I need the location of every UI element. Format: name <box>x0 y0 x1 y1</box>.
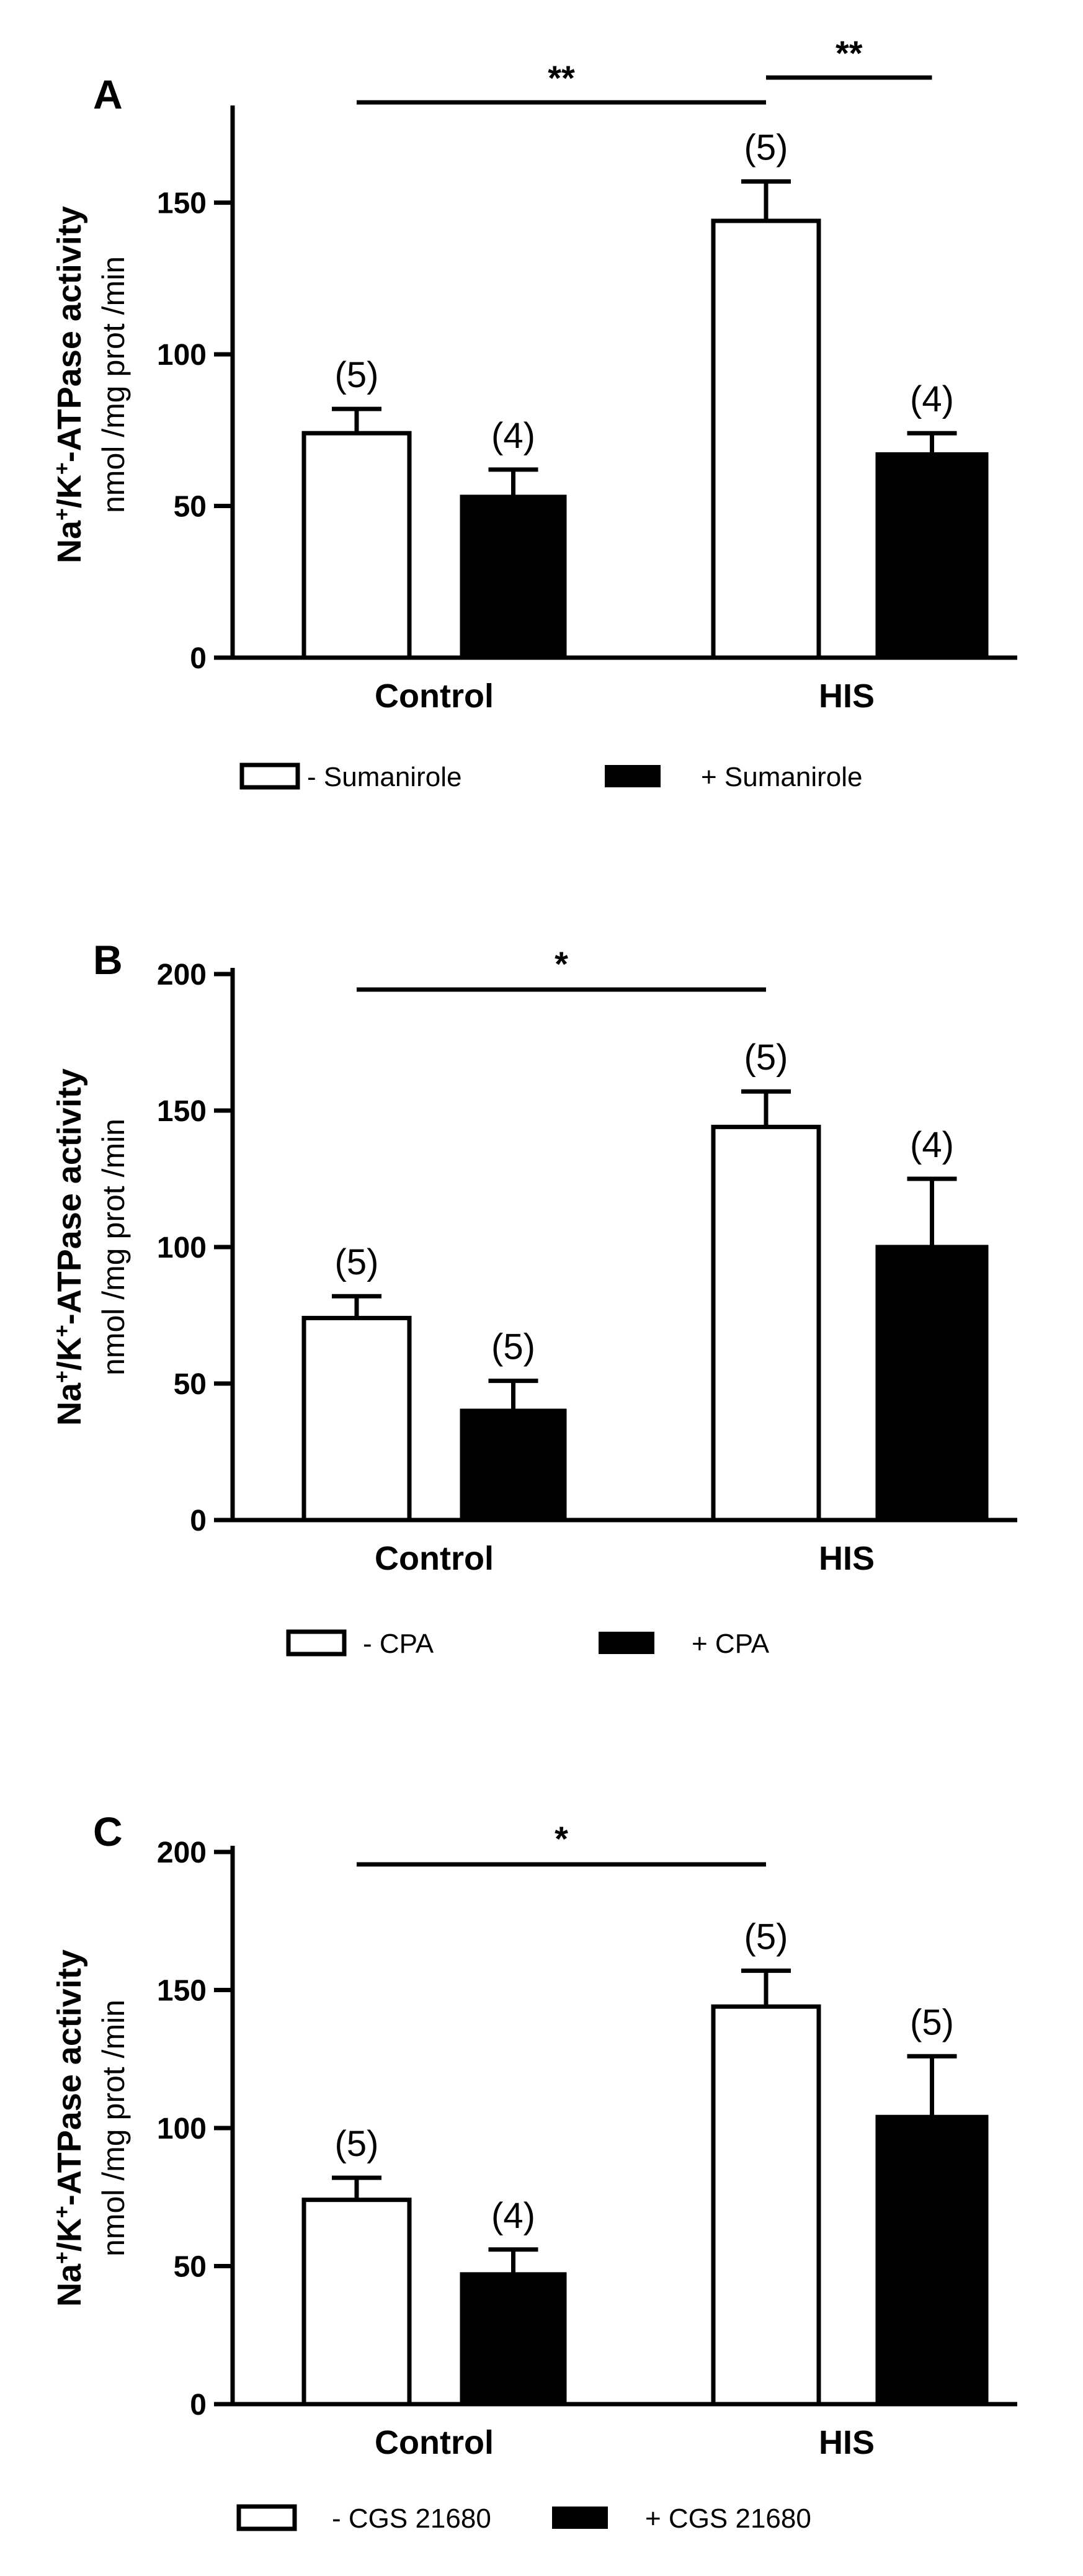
n-label: (5) <box>910 2002 954 2042</box>
panel-letter: A <box>93 71 123 117</box>
bar-his-minus <box>711 218 821 660</box>
bar-his-minus <box>711 2004 821 2407</box>
y-axis-title-part: /K <box>51 1337 88 1371</box>
significance-label: * <box>555 944 568 983</box>
y-axis-units: nmol /mg prot /min <box>96 1119 131 1375</box>
y-axis-title-part: Na <box>51 520 88 563</box>
x-category-label: HIS <box>819 2424 875 2461</box>
y-axis-title-superscript: + <box>50 508 74 521</box>
y-axis-title-part: -ATPase activity <box>51 1949 88 2206</box>
bar-his-plus <box>875 2114 989 2407</box>
y-tick-label: 50 <box>174 2251 207 2284</box>
x-category-label: Control <box>375 1540 494 1577</box>
n-label: (5) <box>335 1242 379 1282</box>
n-label: (4) <box>910 379 954 419</box>
y-axis-title-superscript: + <box>50 2206 74 2218</box>
y-tick-label: 50 <box>174 491 207 524</box>
y-axis-title-part: -ATPase activity <box>51 206 88 462</box>
bar-his-plus <box>875 1245 989 1523</box>
bar-control-plus <box>460 2272 567 2407</box>
bar-control-plus <box>460 1408 567 1523</box>
y-tick-label: 150 <box>157 1975 207 2008</box>
y-tick-label: 100 <box>157 339 207 372</box>
y-tick-label: 150 <box>157 187 207 220</box>
y-axis-label: Na+/K+-ATPase activity nmol /mg prot /min <box>50 206 131 563</box>
legend-swatch-plus <box>552 2507 608 2529</box>
n-label: (5) <box>335 355 379 395</box>
legend-swatch-minus <box>236 2504 297 2531</box>
y-tick-label: 200 <box>157 959 207 991</box>
panel-letter: C <box>93 1809 123 1854</box>
n-label: (5) <box>744 127 788 168</box>
y-axis-title-superscript: + <box>50 1325 74 1337</box>
y-axis-title-part: Na <box>51 2263 88 2307</box>
y-tick-label: 200 <box>157 1836 207 1869</box>
y-tick-label: 0 <box>190 1505 207 1537</box>
y-axis-label: Na+/K+-ATPase activity nmol /mg prot /min <box>50 1949 131 2307</box>
legend-swatch-plus <box>599 1632 654 1654</box>
bar-his-minus <box>711 1124 821 1523</box>
panel-letter: B <box>93 937 123 983</box>
y-axis-title-superscript: + <box>50 462 74 475</box>
bar-control-minus <box>301 431 412 660</box>
panel-b: BNa+/K+-ATPase activity nmol /mg prot /mi… <box>50 937 1017 1659</box>
legend-swatch-plus <box>605 765 661 787</box>
y-tick-label: 0 <box>190 642 207 675</box>
y-axis-title: Na+/K+-ATPase activity <box>50 1068 88 1426</box>
significance-label: ** <box>836 34 863 73</box>
x-category-label: Control <box>375 2424 494 2461</box>
legend-swatch-minus <box>286 1629 347 1657</box>
y-tick-label: 0 <box>190 2389 207 2422</box>
y-axis-units: nmol /mg prot /min <box>96 2000 131 2256</box>
n-label: (4) <box>491 2196 535 2236</box>
significance-label: * <box>555 1819 568 1858</box>
legend-label: + Sumanirole <box>701 762 862 792</box>
panel-c: CNa+/K+-ATPase activity nmol /mg prot /mi… <box>50 1809 1017 2534</box>
y-axis-units: nmol /mg prot /min <box>96 256 131 513</box>
y-tick-label: 150 <box>157 1095 207 1128</box>
y-axis-title-part: Na <box>51 1382 88 1426</box>
n-label: (5) <box>335 2124 379 2164</box>
panel-a: ANa+/K+-ATPase activity nmol /mg prot /mi… <box>50 34 1017 792</box>
n-label: (5) <box>491 1327 535 1367</box>
legend-swatch-minus <box>239 763 300 790</box>
n-label: (5) <box>744 1916 788 1957</box>
y-axis-title: Na+/K+-ATPase activity <box>50 1949 88 2307</box>
y-tick-label: 100 <box>157 1232 207 1264</box>
n-label: (4) <box>910 1125 954 1165</box>
y-tick-label: 100 <box>157 2113 207 2145</box>
legend-label: - CPA <box>363 1629 434 1659</box>
significance-label: ** <box>548 58 575 97</box>
n-label: (5) <box>744 1037 788 1078</box>
y-axis-label: Na+/K+-ATPase activity nmol /mg prot /min <box>50 1068 131 1426</box>
y-axis-title-part: -ATPase activity <box>51 1068 88 1325</box>
y-axis-title-superscript: + <box>50 2252 74 2264</box>
y-tick-label: 50 <box>174 1368 207 1401</box>
bar-his-plus <box>875 452 989 660</box>
y-axis-title-superscript: + <box>50 1371 74 1383</box>
y-axis-title: Na+/K+-ATPase activity <box>50 206 88 563</box>
bar-control-minus <box>301 1315 412 1523</box>
y-axis-title-part: /K <box>51 2218 88 2252</box>
y-axis-title-part: /K <box>51 475 88 508</box>
x-category-label: HIS <box>819 1540 875 1577</box>
legend-label: - CGS 21680 <box>332 2503 491 2534</box>
legend-label: + CPA <box>692 1629 770 1659</box>
n-label: (4) <box>491 416 535 456</box>
bar-control-plus <box>460 494 567 660</box>
legend-label: + CGS 21680 <box>645 2503 811 2534</box>
x-category-label: HIS <box>819 678 875 715</box>
bar-control-minus <box>301 2198 412 2407</box>
legend-label: - Sumanirole <box>307 762 461 792</box>
x-category-label: Control <box>375 678 494 715</box>
